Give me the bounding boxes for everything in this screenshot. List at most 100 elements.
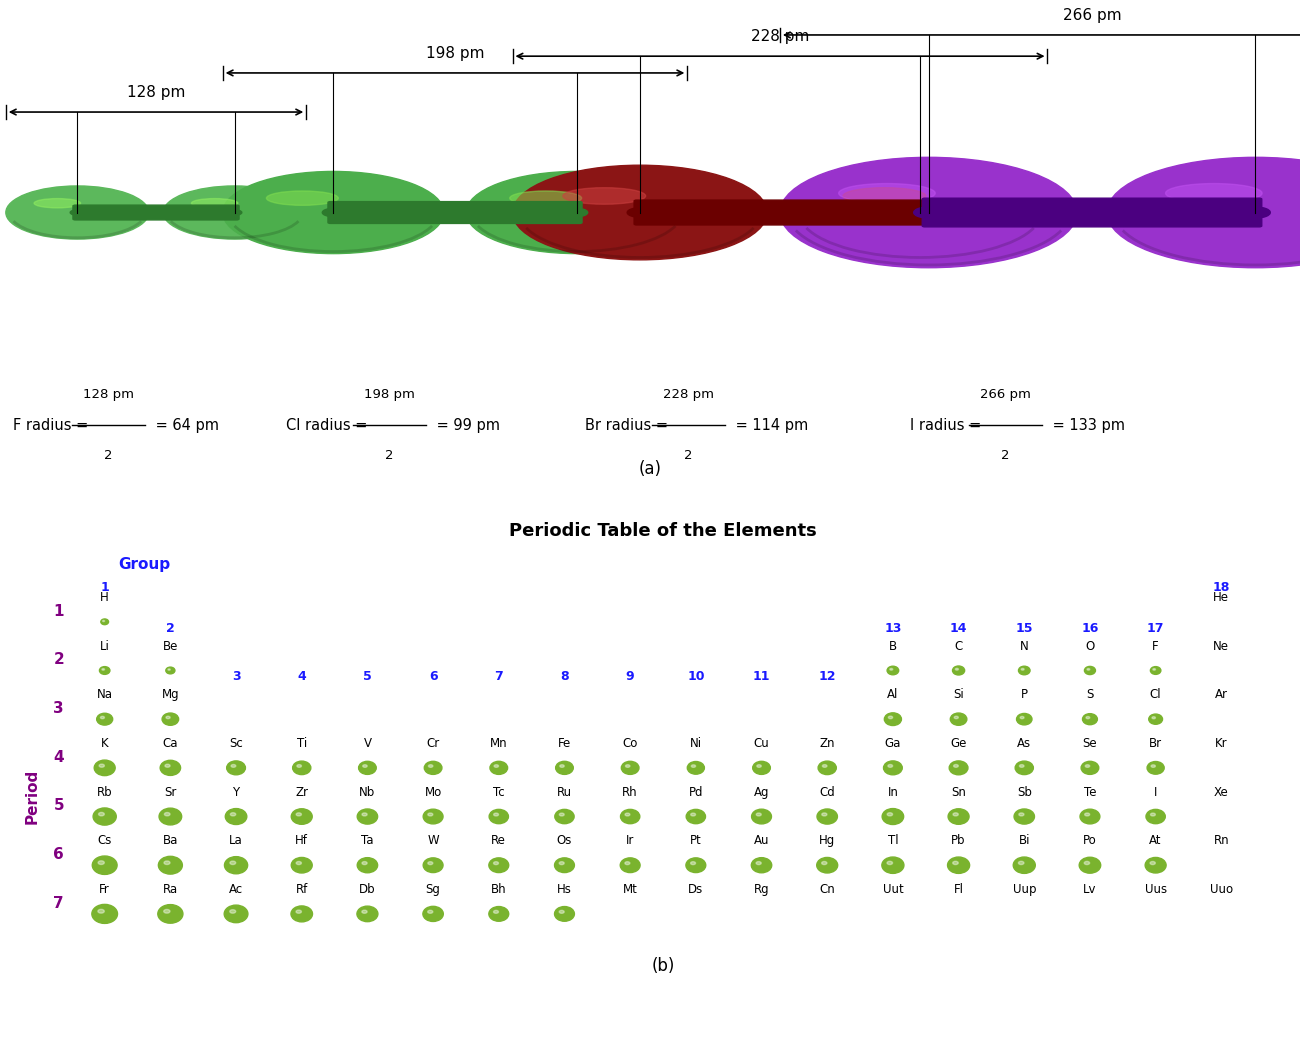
Ellipse shape xyxy=(164,861,170,864)
Text: Pt: Pt xyxy=(690,835,702,847)
Ellipse shape xyxy=(625,764,630,768)
Text: Ac: Ac xyxy=(229,883,243,896)
Circle shape xyxy=(1015,761,1034,775)
Ellipse shape xyxy=(428,813,433,816)
Text: Li: Li xyxy=(100,639,109,653)
Circle shape xyxy=(1013,857,1035,874)
Text: Xe: Xe xyxy=(1214,785,1228,799)
Circle shape xyxy=(291,858,312,873)
Text: O: O xyxy=(1086,639,1095,653)
Text: 6: 6 xyxy=(53,847,64,862)
Text: Ba: Ba xyxy=(162,835,178,847)
Circle shape xyxy=(160,760,181,775)
Circle shape xyxy=(555,761,573,775)
Text: Uuo: Uuo xyxy=(1210,883,1232,896)
Text: 12: 12 xyxy=(819,670,836,684)
Circle shape xyxy=(358,808,377,824)
Ellipse shape xyxy=(1106,158,1300,268)
Circle shape xyxy=(620,810,640,823)
Text: Ta: Ta xyxy=(361,835,373,847)
FancyBboxPatch shape xyxy=(922,198,1262,227)
Circle shape xyxy=(686,858,706,873)
Text: V: V xyxy=(364,737,372,750)
Ellipse shape xyxy=(563,188,646,205)
Ellipse shape xyxy=(510,191,581,206)
Text: N: N xyxy=(1020,639,1028,653)
Text: Se: Se xyxy=(1083,737,1097,750)
Ellipse shape xyxy=(1150,764,1156,768)
Ellipse shape xyxy=(230,909,235,914)
Circle shape xyxy=(166,667,176,674)
Text: 2: 2 xyxy=(684,449,693,462)
Ellipse shape xyxy=(296,861,302,864)
Circle shape xyxy=(887,666,898,675)
Circle shape xyxy=(359,761,376,775)
Text: 2: 2 xyxy=(104,449,112,462)
Text: 5: 5 xyxy=(363,670,372,684)
Circle shape xyxy=(620,858,640,873)
Text: Lv: Lv xyxy=(1083,883,1097,896)
Text: = 114 pm: = 114 pm xyxy=(731,418,809,433)
Circle shape xyxy=(686,810,706,823)
Text: 6: 6 xyxy=(429,670,437,684)
Text: At: At xyxy=(1149,835,1162,847)
Ellipse shape xyxy=(230,813,235,816)
Ellipse shape xyxy=(100,716,104,718)
Text: Tc: Tc xyxy=(493,785,504,799)
Ellipse shape xyxy=(954,716,958,718)
Text: Ga: Ga xyxy=(885,737,901,750)
Ellipse shape xyxy=(494,910,498,914)
Text: 15: 15 xyxy=(1015,622,1034,634)
Text: Sn: Sn xyxy=(952,785,966,799)
Text: Rg: Rg xyxy=(754,883,770,896)
Ellipse shape xyxy=(1084,861,1089,864)
Circle shape xyxy=(907,208,933,217)
Text: 7: 7 xyxy=(494,670,503,684)
Ellipse shape xyxy=(1087,669,1089,670)
Text: Mt: Mt xyxy=(623,883,637,896)
Circle shape xyxy=(914,207,944,218)
Text: W: W xyxy=(428,835,439,847)
Ellipse shape xyxy=(780,158,1078,268)
Text: Au: Au xyxy=(754,835,770,847)
Circle shape xyxy=(422,906,443,922)
Text: 7: 7 xyxy=(53,896,64,910)
Text: 18: 18 xyxy=(1213,582,1230,594)
Text: 11: 11 xyxy=(753,670,771,684)
Text: Zr: Zr xyxy=(295,785,308,799)
Text: I: I xyxy=(1154,785,1157,799)
Text: 198 pm: 198 pm xyxy=(425,46,484,61)
Ellipse shape xyxy=(222,171,443,254)
Text: Pd: Pd xyxy=(689,785,703,799)
Text: 8: 8 xyxy=(560,670,569,684)
Text: In: In xyxy=(888,785,898,799)
Circle shape xyxy=(566,208,588,216)
Circle shape xyxy=(322,208,344,216)
Text: B: B xyxy=(889,639,897,653)
Text: Ti: Ti xyxy=(296,737,307,750)
Ellipse shape xyxy=(231,764,235,768)
Circle shape xyxy=(489,810,508,823)
Ellipse shape xyxy=(191,198,238,208)
Text: Bh: Bh xyxy=(491,883,507,896)
Circle shape xyxy=(1147,761,1165,774)
Text: F: F xyxy=(1152,639,1158,653)
Text: Kr: Kr xyxy=(1216,737,1227,750)
Ellipse shape xyxy=(757,862,762,864)
Ellipse shape xyxy=(34,198,81,208)
Text: Re: Re xyxy=(491,835,506,847)
Text: (a): (a) xyxy=(638,460,662,478)
Ellipse shape xyxy=(887,813,893,816)
Text: Rn: Rn xyxy=(1213,835,1228,847)
Ellipse shape xyxy=(166,716,170,718)
Ellipse shape xyxy=(1153,669,1156,670)
Ellipse shape xyxy=(1166,184,1262,203)
Circle shape xyxy=(224,905,248,923)
Text: Fl: Fl xyxy=(954,883,963,896)
Text: Ra: Ra xyxy=(162,883,178,896)
Circle shape xyxy=(1084,667,1096,674)
Ellipse shape xyxy=(98,909,104,914)
Text: 10: 10 xyxy=(688,670,705,684)
Text: Bi: Bi xyxy=(1018,835,1030,847)
Circle shape xyxy=(101,618,108,625)
